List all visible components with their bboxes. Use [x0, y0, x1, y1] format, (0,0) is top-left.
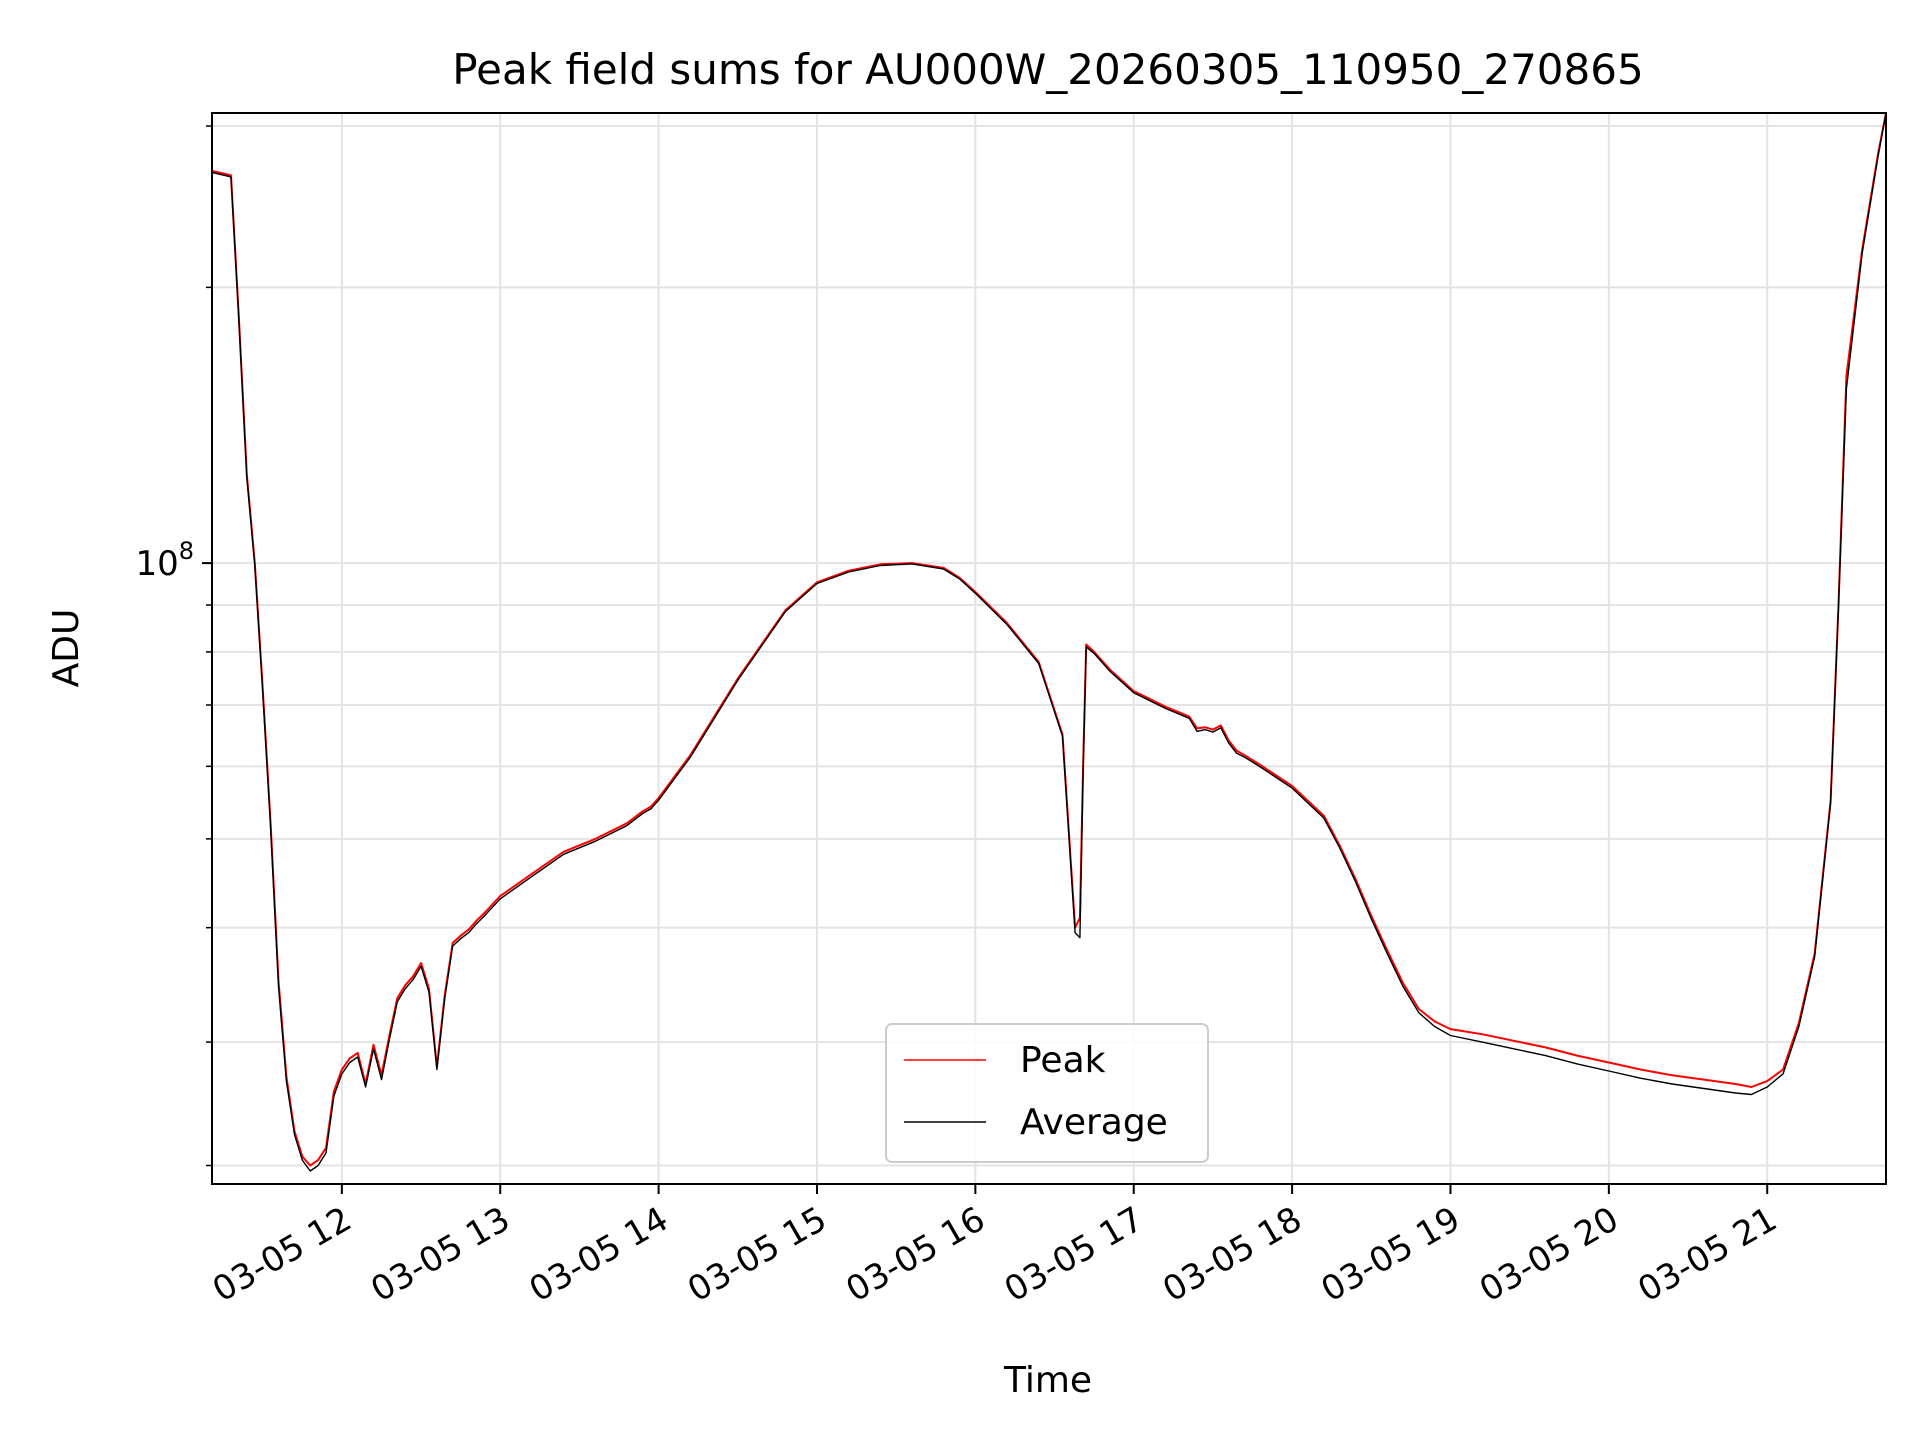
y-axis-ticks: 108: [135, 125, 212, 1167]
legend-label-peak: Peak: [1020, 1040, 1106, 1081]
chart-title: Peak field sums for AU000W_20260305_1109…: [452, 45, 1643, 94]
legend-box: [885, 1023, 1209, 1163]
y-tick-label: 108: [135, 537, 194, 584]
legend: Peak Average: [885, 1023, 1209, 1163]
series-layer: [212, 113, 1886, 1172]
plot-frame: [211, 112, 1887, 1185]
series-line-average: [212, 113, 1886, 1172]
series-line-peak: [212, 113, 1886, 1167]
y-tick-label-base: 10: [135, 544, 178, 584]
y-axis-label: ADU: [46, 609, 87, 688]
x-axis-label: Time: [1003, 1360, 1092, 1401]
grid: [212, 113, 1886, 1184]
legend-label-average: Average: [1020, 1102, 1168, 1143]
y-tick-label-exponent: 8: [179, 537, 194, 565]
